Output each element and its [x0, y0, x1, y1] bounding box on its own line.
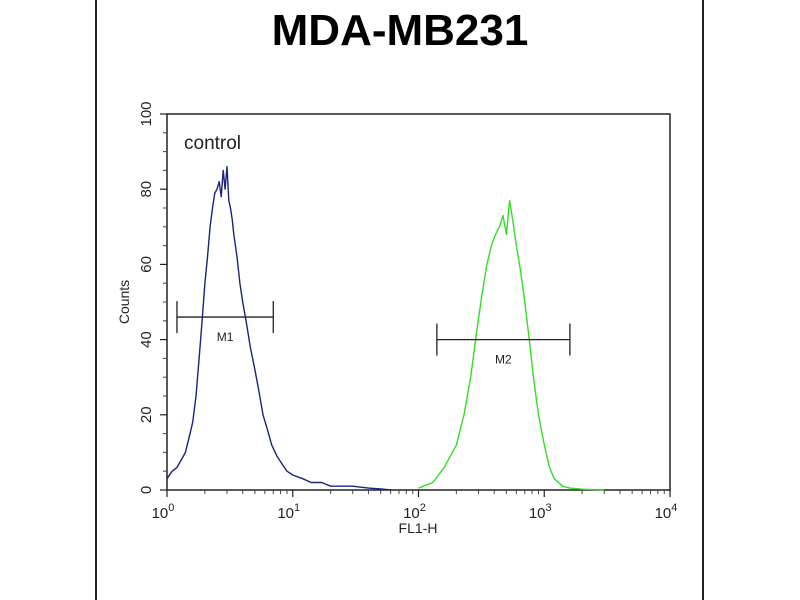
gate-label: M2 [495, 353, 512, 367]
x-axis-label: FL1-H [399, 520, 438, 536]
y-axis-label: Counts [116, 280, 132, 324]
y-tick-label: 20 [138, 406, 155, 423]
y-tick-label: 100 [138, 101, 155, 126]
y-tick-label: 80 [138, 181, 155, 198]
y-tick-label: 60 [138, 256, 155, 273]
series-line-2 [418, 199, 605, 491]
series-group [166, 165, 605, 491]
control-annotation: control [184, 133, 241, 154]
y-axis-ticks: 0 20 40 60 80 100 [138, 101, 167, 494]
plot-area [166, 113, 671, 491]
x-tick-label: 102 [403, 502, 426, 522]
figure-frame [95, 0, 704, 600]
y-tick-label: 40 [138, 331, 155, 348]
chart-title: MDA-MB231 [271, 6, 529, 55]
x-tick-label: 103 [529, 502, 552, 522]
gate-markers: M1 M2 [176, 301, 571, 367]
y-tick-label: 0 [138, 486, 155, 494]
x-axis-ticks: 100 101 102 103 104 [152, 490, 678, 522]
x-tick-label: 104 [655, 502, 678, 522]
gate-label: M1 [217, 330, 234, 344]
x-tick-label: 101 [277, 502, 300, 522]
x-tick-label: 100 [152, 502, 175, 522]
series-line-1 [166, 165, 391, 491]
